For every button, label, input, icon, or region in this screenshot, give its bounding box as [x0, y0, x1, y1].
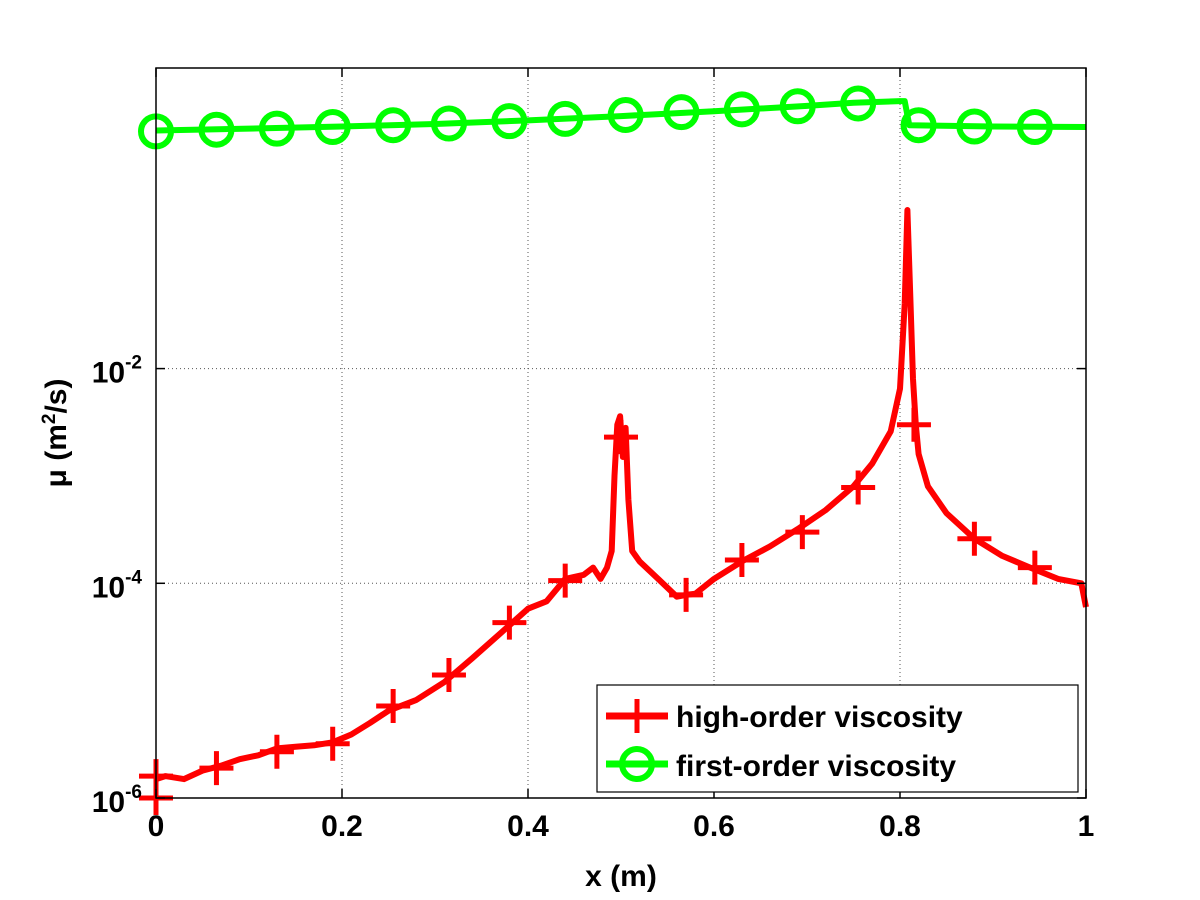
data-point-marker [956, 108, 993, 145]
y-axis-label-base: μ (m [40, 424, 73, 487]
data-point-marker [315, 726, 350, 761]
legend-label-first-order: first-order viscosity [676, 750, 956, 783]
y-tick-label: 10-2 [92, 353, 142, 390]
y-axis-label: μ (m2/s) [39, 379, 73, 488]
x-tick-labels: 0 0.2 0.4 0.6 0.8 1 [148, 810, 1095, 843]
series-line [155, 98, 1087, 134]
data-point-marker [779, 88, 816, 125]
data-point-marker [198, 111, 235, 148]
data-point-marker [547, 100, 584, 137]
x-tick-label: 0.4 [507, 810, 549, 843]
data-point-marker [430, 105, 467, 142]
data-point-marker [548, 563, 583, 598]
legend-entry-high-order: high-order viscosity [606, 699, 963, 734]
data-point-marker [431, 657, 466, 692]
data-point-marker [1017, 550, 1052, 585]
data-point-marker [314, 108, 351, 145]
data-point-marker [840, 85, 877, 122]
data-point-marker [259, 734, 294, 769]
x-tick-label: 1 [1078, 810, 1095, 843]
data-point-marker [492, 605, 527, 640]
legend-box [596, 684, 1079, 793]
data-point-marker [375, 107, 412, 144]
x-axis-label: x (m) [585, 860, 657, 893]
data-point-marker [723, 91, 760, 128]
y-tick-labels: 10-6 10-4 10-2 [92, 353, 143, 819]
y-axis-label-end: /s) [40, 379, 73, 414]
data-point-marker [900, 107, 937, 144]
data-point-marker [841, 470, 876, 505]
x-tick-label: 0.6 [693, 810, 735, 843]
data-point-marker [1016, 108, 1053, 145]
data-point-marker [785, 515, 820, 550]
legend: high-order viscosity first-order viscosi… [596, 684, 1079, 793]
x-tick-label: 0.2 [321, 810, 363, 843]
axes-frame [155, 67, 1087, 799]
legend-marker-circle [619, 746, 655, 782]
data-point-marker [199, 751, 234, 786]
tick-marks [155, 68, 1087, 799]
x-tick-label: 0.8 [879, 810, 921, 843]
data-point-marker [607, 97, 644, 134]
data-point-marker [724, 542, 759, 577]
data-point-marker [896, 407, 931, 442]
data-point-marker [669, 577, 704, 612]
data-point-marker [663, 94, 700, 131]
y-axis-label-sup: 2 [39, 414, 60, 425]
data-point-marker [491, 103, 528, 140]
legend-marker-plus [620, 699, 654, 733]
data-point-marker [258, 110, 295, 147]
data-point-marker [376, 688, 411, 723]
y-tick-label: 10-4 [92, 567, 143, 604]
legend-entry-first-order: first-order viscosity [606, 746, 956, 783]
legend-label-high-order: high-order viscosity [676, 701, 963, 734]
data-point-marker [604, 420, 638, 455]
data-point-marker [957, 521, 992, 556]
y-tick-label: 10-6 [92, 782, 142, 819]
x-tick-label: 0 [148, 810, 165, 843]
